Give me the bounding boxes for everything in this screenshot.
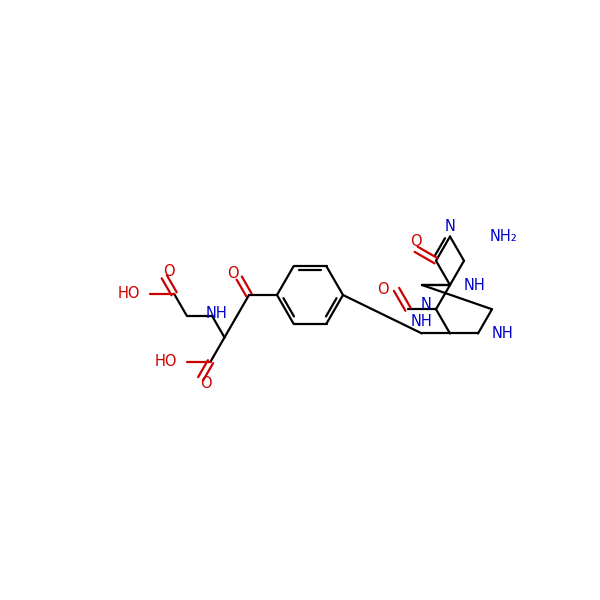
Text: O: O (163, 265, 175, 280)
Text: HO: HO (154, 354, 176, 369)
Text: NH: NH (411, 314, 433, 329)
Text: O: O (377, 282, 389, 297)
Text: O: O (410, 234, 422, 249)
Text: O: O (200, 376, 212, 391)
Text: O: O (227, 266, 239, 281)
Text: NH: NH (205, 306, 227, 321)
Text: NH₂: NH₂ (490, 229, 518, 244)
Text: N: N (445, 219, 455, 234)
Text: NH: NH (464, 277, 486, 292)
Text: HO: HO (118, 286, 140, 301)
Text: N: N (421, 297, 432, 312)
Text: NH: NH (492, 326, 514, 341)
